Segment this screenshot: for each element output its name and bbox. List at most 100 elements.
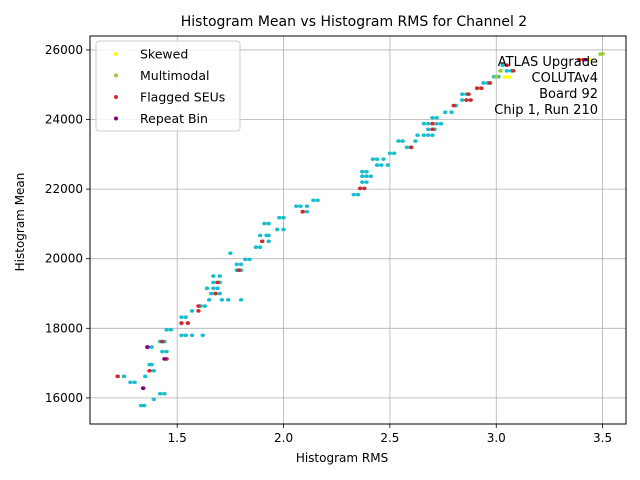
data-point <box>434 121 439 126</box>
data-point <box>215 280 220 285</box>
x-tick-label: 2.0 <box>274 431 293 445</box>
data-point <box>236 268 242 272</box>
y-tick-label: 24000 <box>45 113 83 127</box>
data-point <box>183 315 188 319</box>
legend-label: Multimodal <box>140 68 209 83</box>
data-point <box>219 297 225 302</box>
data-point <box>238 297 244 302</box>
data-point <box>281 227 286 232</box>
data-point <box>364 169 369 174</box>
data-point <box>247 257 252 262</box>
data-point <box>196 309 201 313</box>
data-point <box>487 81 493 85</box>
series-multimodal <box>494 51 605 79</box>
x-tick-label: 3.5 <box>593 431 612 445</box>
data-point <box>189 333 195 338</box>
series-unflagged <box>115 63 514 408</box>
x-tick-label: 2.5 <box>380 431 399 445</box>
plot-frame <box>89 35 627 425</box>
data-point <box>260 239 265 244</box>
y-tick-label: 26000 <box>45 43 83 57</box>
data-point <box>315 198 320 203</box>
data-point <box>140 386 146 390</box>
legend-marker <box>114 73 118 78</box>
data-point <box>357 186 363 191</box>
data-point <box>577 57 582 62</box>
data-point <box>179 333 184 338</box>
data-point <box>425 121 431 126</box>
data-point <box>500 63 505 68</box>
data-point <box>266 221 271 226</box>
data-point <box>506 75 512 79</box>
x-tick-label: 3.0 <box>487 431 506 445</box>
data-point <box>387 151 393 156</box>
data-point <box>408 145 414 150</box>
data-point <box>206 297 212 302</box>
legend-marker <box>114 116 118 121</box>
data-point <box>228 251 233 255</box>
data-point <box>304 204 310 208</box>
data-point <box>434 115 439 120</box>
data-point <box>160 349 165 354</box>
data-point <box>421 133 427 137</box>
data-point <box>374 163 380 167</box>
data-point <box>362 186 367 191</box>
data-point <box>430 127 435 132</box>
data-point <box>368 174 373 179</box>
data-point <box>189 309 195 313</box>
data-point <box>498 68 503 73</box>
data-point <box>115 374 120 379</box>
data-point <box>217 274 222 278</box>
data-point <box>451 103 456 108</box>
data-point <box>257 233 263 238</box>
data-point <box>164 349 169 354</box>
data-point <box>243 257 248 262</box>
data-point <box>404 145 410 150</box>
data-point <box>504 63 510 68</box>
data-point <box>360 169 365 174</box>
y-axis-label: Histogram Mean <box>13 173 27 272</box>
data-point <box>277 215 282 220</box>
data-point <box>360 174 365 179</box>
data-point <box>157 391 163 396</box>
data-point <box>385 163 390 167</box>
data-points <box>115 51 605 408</box>
x-tick-label: 1.5 <box>168 431 187 445</box>
data-point <box>164 327 169 332</box>
data-point <box>213 291 218 296</box>
data-point <box>587 57 593 62</box>
data-point <box>421 121 427 126</box>
data-point <box>209 291 214 296</box>
data-point <box>151 368 157 373</box>
data-point <box>311 198 316 203</box>
data-point <box>185 321 191 325</box>
data-point <box>468 98 473 102</box>
data-point <box>138 403 144 408</box>
y-tick-label: 16000 <box>45 391 83 405</box>
data-point <box>281 215 286 220</box>
data-point <box>415 133 420 137</box>
data-point <box>121 374 127 379</box>
series-skewed <box>502 57 593 79</box>
data-point <box>211 280 216 285</box>
data-point <box>128 380 133 385</box>
data-point <box>253 245 259 250</box>
y-axis-ticks: 16000 18000 20000 22000 24000 26000 <box>45 43 90 405</box>
data-point <box>147 368 152 373</box>
data-point <box>215 286 220 291</box>
data-point <box>132 380 137 385</box>
data-point <box>443 110 448 115</box>
data-point <box>460 92 465 96</box>
data-point <box>364 174 369 179</box>
data-point <box>479 86 484 90</box>
data-point <box>204 286 210 291</box>
legend-marker <box>114 95 118 99</box>
data-point <box>355 192 361 197</box>
data-point <box>196 304 201 308</box>
series-repeat-bin <box>140 57 588 390</box>
data-point <box>298 204 303 208</box>
data-point <box>226 297 231 302</box>
data-point <box>425 127 431 132</box>
